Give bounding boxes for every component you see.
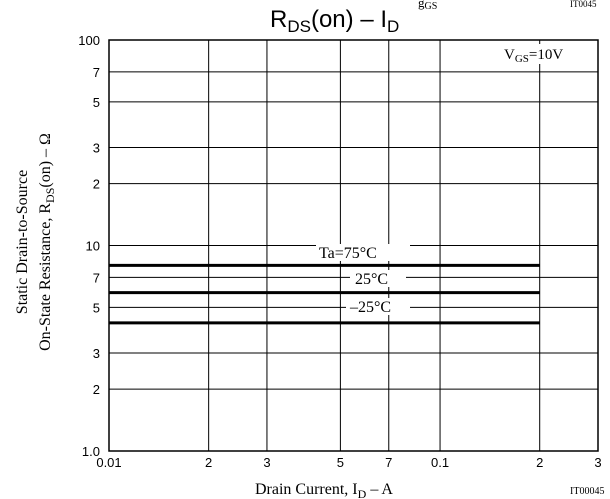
y-tick-label: 2	[93, 177, 100, 192]
x-tick-label: 3	[594, 455, 601, 470]
x-tick-label: 3	[263, 455, 270, 470]
condition-bg	[500, 44, 596, 64]
y-tick-label: 10	[86, 239, 100, 254]
x-axis-label: Drain Current, ID – A	[255, 481, 393, 499]
header-fragment: gGS	[418, 0, 437, 12]
y-tick-labels: 1.0 2 3 5 7 10 2 3 5 7 100	[78, 33, 100, 459]
y-tick-label: 5	[93, 95, 100, 110]
x-tick-labels: 0.01 2 3 5 7 0.1 2 3	[96, 455, 601, 470]
x-tick-label: 0.1	[431, 455, 449, 470]
plot-frame	[108, 39, 599, 452]
x-tick-label: 0.01	[96, 455, 121, 470]
vgs-condition: VGS=10V	[504, 47, 563, 65]
y-tick-label: 2	[93, 382, 100, 397]
y-tick-label: 1.0	[82, 444, 100, 459]
x-tick-label: 2	[536, 455, 543, 470]
x-tick-label: 7	[385, 455, 392, 470]
y-tick-label: 3	[93, 346, 100, 361]
y-axis-label-line1: Static Drain-to-Source	[14, 170, 31, 314]
header-fragment-right: IT0045	[570, 0, 597, 9]
series-label-bg-25	[350, 270, 406, 287]
series-lines	[109, 263, 540, 325]
x-tick-label: 2	[205, 455, 212, 470]
series-label-bg-m25	[346, 298, 410, 315]
y-tick-label: 7	[93, 65, 100, 80]
series-label-bg-75	[316, 244, 410, 261]
y-tick-label: 5	[93, 300, 100, 315]
y-tick-label: 7	[93, 270, 100, 285]
y-tick-label: 100	[78, 33, 100, 48]
y-tick-label: 3	[93, 140, 100, 155]
figure-id: IT00045	[570, 486, 604, 497]
series-label-75: Ta=75°C	[319, 245, 377, 262]
chart-title: RDS(on) – ID	[270, 6, 399, 36]
series-labels: Ta=75°C 25°C –25°C	[316, 244, 410, 316]
x-tick-label: 5	[337, 455, 344, 470]
series-label-25: 25°C	[355, 271, 388, 288]
y-axis-label-line2: On-State Resistance, RDS(on) – Ω	[37, 133, 57, 351]
series-label-m25: –25°C	[349, 299, 391, 316]
